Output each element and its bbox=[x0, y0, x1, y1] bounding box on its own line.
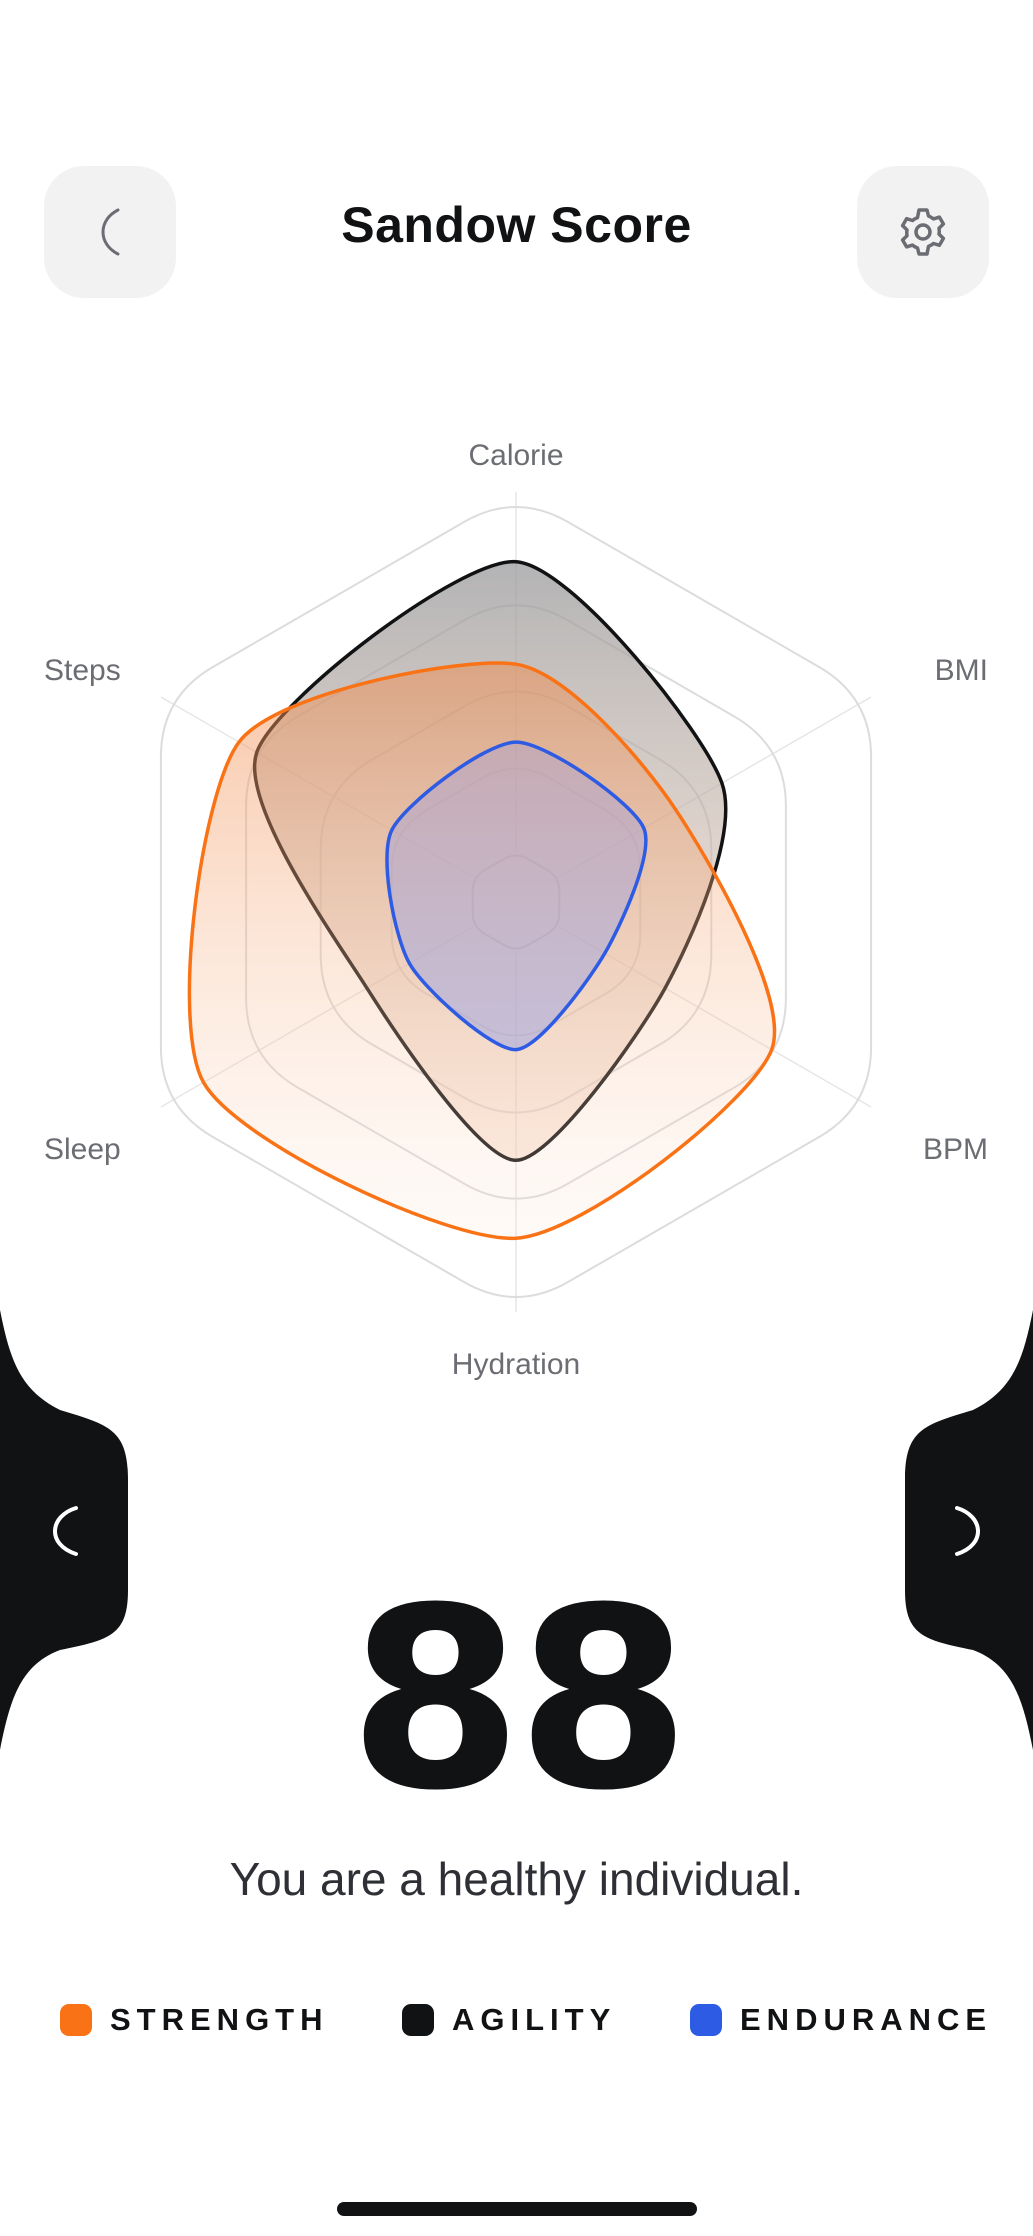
radar-chart: Calorie BMI BPM Hydration Sleep Steps bbox=[44, 439, 988, 1381]
legend-swatch-strength bbox=[60, 2004, 92, 2036]
axis-label-steps: Steps bbox=[44, 654, 121, 687]
score-message: You are a healthy individual. bbox=[229, 1853, 804, 1905]
chevron-left-icon bbox=[101, 208, 120, 256]
axis-label-bpm: BPM bbox=[923, 1133, 988, 1166]
axis-label-calorie: Calorie bbox=[468, 439, 563, 472]
legend-item-endurance: ENDURANCE bbox=[690, 2002, 992, 2038]
home-indicator bbox=[337, 2202, 697, 2216]
previous-button[interactable] bbox=[0, 1310, 128, 1750]
next-button[interactable] bbox=[905, 1310, 1033, 1750]
page-title: Sandow Score bbox=[341, 197, 692, 253]
legend-item-strength: STRENGTH bbox=[60, 2002, 329, 2038]
settings-button[interactable] bbox=[857, 166, 989, 298]
axis-label-bmi: BMI bbox=[935, 654, 988, 687]
score-value: 88 bbox=[348, 1554, 691, 1845]
legend-swatch-endurance bbox=[690, 2004, 722, 2036]
radar-series-endurance bbox=[385, 740, 648, 1052]
back-button[interactable] bbox=[44, 166, 176, 298]
axis-label-sleep: Sleep bbox=[44, 1133, 121, 1166]
chevron-left-icon bbox=[53, 1506, 78, 1556]
legend-item-agility: AGILITY bbox=[402, 2002, 616, 2038]
legend-label: AGILITY bbox=[452, 2002, 617, 2037]
legend-label: ENDURANCE bbox=[740, 2002, 993, 2037]
chevron-right-icon bbox=[955, 1506, 980, 1556]
axis-label-hydration: Hydration bbox=[452, 1348, 580, 1381]
legend-swatch-agility bbox=[402, 2004, 434, 2036]
radar-grid-ring bbox=[159, 506, 873, 1298]
gear-icon bbox=[900, 208, 946, 256]
legend-label: STRENGTH bbox=[110, 2002, 329, 2037]
